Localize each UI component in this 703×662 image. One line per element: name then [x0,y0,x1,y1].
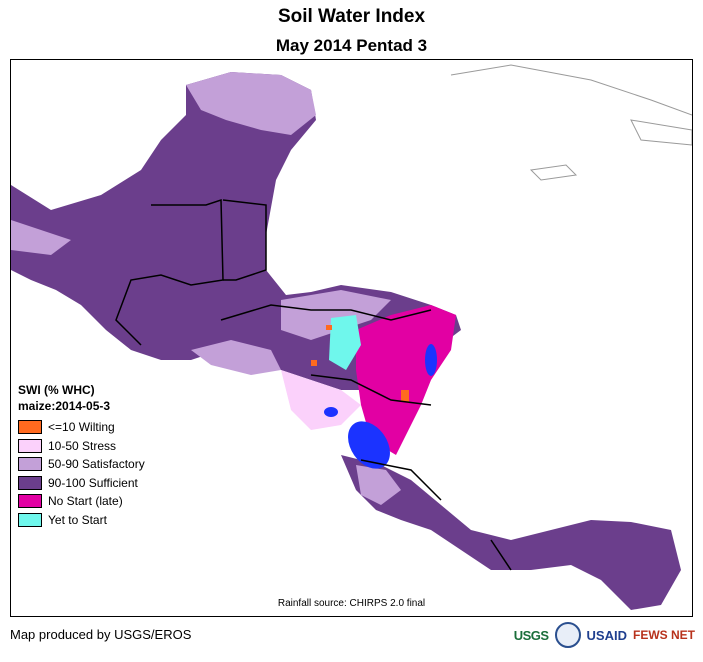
map-frame [10,59,693,617]
region-no-start [356,305,456,455]
legend-swatch [18,438,42,453]
legend-label: 90-100 Sufficient [48,475,138,490]
legend-item-satisfactory: 50-90 Satisfactory [18,455,178,474]
rainfall-source: Rainfall source: CHIRPS 2.0 final [277,598,426,609]
map-canvas [11,64,692,610]
map-subtitle: May 2014 Pentad 3 [275,36,428,55]
border-nicaragua [310,374,432,406]
usaid-logo: USAID [586,627,627,643]
border-costa-rica [360,459,442,501]
region-costa-rica-satisfactory [356,465,401,505]
border-panama [490,539,512,571]
island-hispaniola [630,119,692,146]
legend-item-stress: 10-50 Stress [18,437,178,456]
logo-strip: USGS USAID FEWS NET [514,622,695,648]
legend-item-sufficient: 90-100 Sufficient [18,474,178,493]
lake-honduras-coast [425,344,437,376]
border-guatemala [115,198,224,346]
legend-label: No Start (late) [48,494,123,509]
lake-nicaragua [348,421,390,469]
legend-item-wilting: <=10 Wilting [18,418,178,437]
island-jamaica [529,164,578,181]
legend-swatch [18,512,42,527]
region-nicaragua-stress [281,370,361,430]
legend-label: 10-50 Stress [48,438,117,453]
legend-swatch [18,420,42,435]
lake-managua [324,407,338,417]
region-wilting-2 [401,390,409,402]
island-cuba [450,64,692,116]
legend-swatch [18,475,42,490]
region-mexico-north-satisfactory [11,220,71,255]
border-honduras [220,304,432,321]
legend-label: <=10 Wilting [48,420,115,435]
seal-icon [554,622,581,648]
legend-subtitle: maize:2014-05-3 [18,399,111,413]
legend-item-yet-to-start: Yet to Start [18,511,178,530]
legend-label: Yet to Start [48,512,107,527]
legend-item-no-start: No Start (late) [18,492,178,511]
map-legend: SWI (% WHC) maize:2014-05-3 <=10 Wilting… [18,382,178,529]
region-guatemala-satisfactory [191,340,281,375]
region-yucatan-satisfactory [186,72,316,135]
legend-label: 50-90 Satisfactory [48,457,145,472]
region-honduras-satisfactory [281,290,391,340]
region-yet-to-start [329,315,361,370]
legend-title: SWI (% WHC) [18,383,95,397]
region-wilting-3 [311,360,317,366]
legend-swatch [18,457,42,472]
border-belize [222,199,267,281]
region-wilting-1 [326,325,332,330]
region-costa-rica-panama [341,455,681,610]
map-title: Soil Water Index [277,6,426,27]
fews-net-logo: FEWS NET [633,628,695,642]
usgs-logo: USGS [513,627,549,643]
map-credit: Map produced by USGS/EROS [10,627,192,642]
legend-swatch [18,494,42,509]
